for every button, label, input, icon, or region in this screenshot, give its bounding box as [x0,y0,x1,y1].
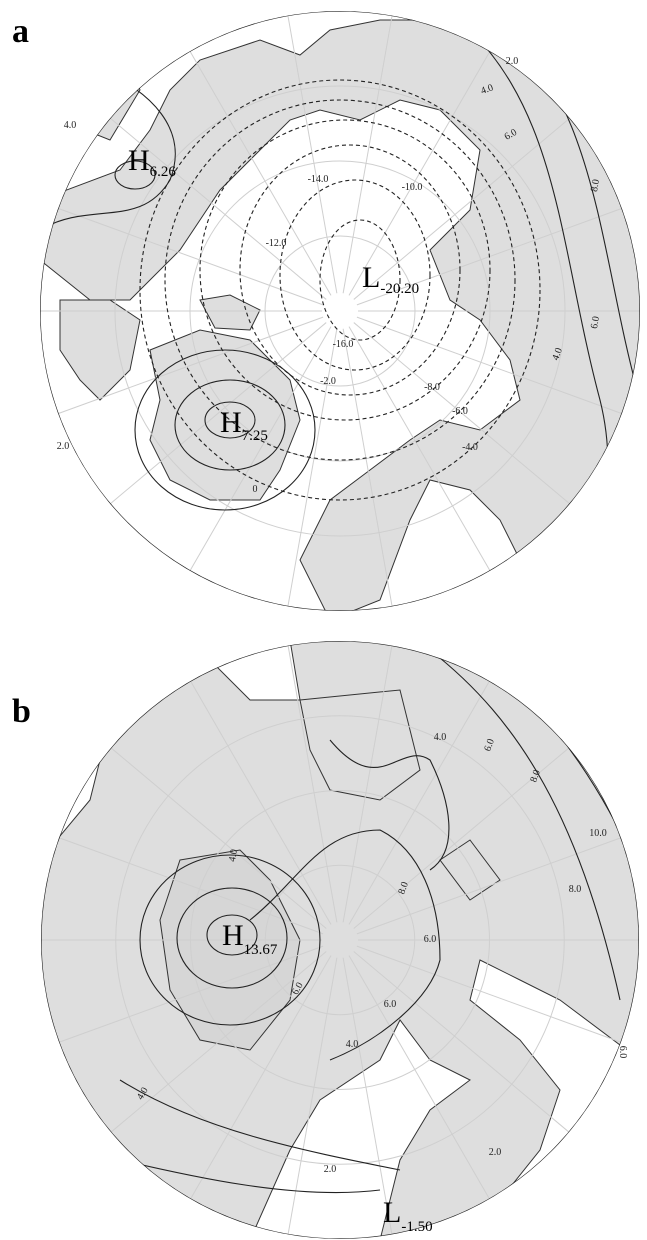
contour-label: 6.0 [290,981,306,997]
contour-label: 6.0 [589,315,602,329]
contour-label: 8.0 [528,768,543,784]
pressure-center: H7.25 [220,406,268,444]
contour-label: 6.0 [384,999,397,1010]
parallel [189,160,491,462]
center-value: 6.26 [150,164,177,180]
parallel [114,85,566,537]
center-letter: H [128,144,150,177]
meridian [287,645,338,923]
pressure-center: H13.67 [222,919,278,958]
contour-label: -14.0 [308,174,329,185]
contour-label: -4.0 [462,442,478,453]
center-letter: L [362,261,380,294]
contour-label: 4.0 [434,732,447,743]
center-value: 13.67 [244,942,278,958]
map-a [40,11,640,611]
meridian [348,955,490,1200]
contour-label: -10.0 [402,182,423,193]
meridian [356,945,622,1043]
meridian [110,747,327,929]
center-value: -20.20 [380,281,419,297]
contour-label: 6.0 [424,934,437,945]
meridian [353,117,571,300]
contour-label: 4.0 [550,346,565,362]
contour-label: 2.0 [57,441,70,452]
meridian [109,322,327,505]
pressure-center: L-20.20 [362,261,419,297]
pressure-center: L-1.50 [383,1196,433,1235]
contour-label: 4.0 [346,1039,359,1050]
contour-label: -2.0 [320,376,336,387]
meridian [342,957,393,1235]
map-b [41,641,639,1239]
contour-label: 6.0 [617,1046,628,1059]
meridian [353,951,570,1133]
contour-label: -8.0 [424,382,440,393]
meridian [110,951,327,1133]
parallel [115,715,565,1165]
contour-label: 4.0 [135,1086,151,1102]
parallel [264,235,416,387]
contour-label: 4.0 [64,120,77,131]
contour-label: 8.0 [569,884,582,895]
contour-label: 2.0 [506,56,519,67]
meridian [356,316,623,415]
contour-label: 4.0 [479,82,495,97]
meridian [57,207,324,306]
contour-label: 10.0 [589,828,607,839]
contour-label: 6.0 [503,127,519,143]
meridian [189,326,332,572]
meridian [58,837,324,935]
meridian [342,15,393,294]
center-value: -1.50 [401,1219,432,1235]
meridian [190,680,332,925]
meridian [109,117,327,300]
meridian [342,328,393,607]
contour-label: 2.0 [324,1164,337,1175]
contour-label: -6.0 [452,406,468,417]
meridian [287,328,338,607]
land [40,19,640,611]
meridian [287,957,338,1235]
meridian [287,15,338,294]
contour-label: -12.0 [266,238,287,249]
parallel [264,864,416,1016]
meridian [57,316,324,415]
meridian [190,955,332,1200]
parallel [190,790,490,1090]
meridian [353,322,571,505]
meridian [348,680,490,925]
contour-label: 6.0 [482,737,497,753]
contour-label: 0 [253,484,258,495]
center-letter: L [383,1196,401,1229]
meridian [189,50,332,296]
contour-label: 2.0 [489,1147,502,1158]
panel-label: b [12,693,31,730]
contours [79,649,639,1194]
center-value: 7.25 [242,428,268,444]
meridian [342,645,393,923]
contour-label: 8.0 [396,880,411,896]
center-letter: H [220,406,242,439]
pressure-center: H6.26 [128,144,176,180]
panel-label: a [12,13,29,50]
contour-label: 4.0 [227,848,240,862]
contour-label: 8.0 [589,178,602,192]
center-letter: H [222,919,244,952]
contour-labels: 4.0 2.0 4.0 6.0 8.0 -14.0 -12.0 -16.0 -8.0 -6.0 -4… [57,56,628,1175]
meridian [353,747,570,929]
contour-label: -16.0 [333,339,354,350]
meridian [58,945,324,1043]
